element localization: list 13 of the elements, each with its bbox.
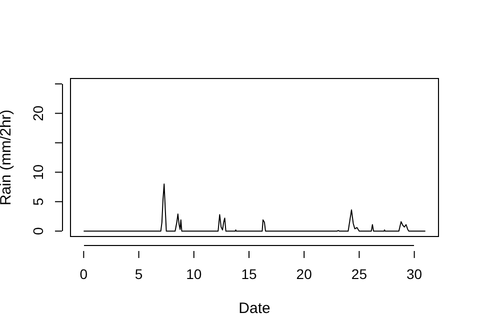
y-tick-label: 5: [30, 198, 46, 206]
line-series: [83, 184, 426, 232]
x-axis-title: Date: [238, 300, 270, 317]
x-tick-label: 0: [80, 266, 88, 282]
x-tick-label: 10: [186, 266, 202, 282]
x-tick-label: 30: [406, 266, 422, 282]
x-tick-label: 25: [351, 266, 368, 282]
x-tick-label: 15: [241, 266, 257, 282]
y-tick-label: 0: [30, 227, 46, 236]
x-tick-label: 20: [296, 266, 312, 282]
y-tick-label: 10: [30, 164, 46, 180]
x-tick-label: 5: [134, 266, 143, 282]
y-tick-label: 20: [30, 105, 46, 122]
